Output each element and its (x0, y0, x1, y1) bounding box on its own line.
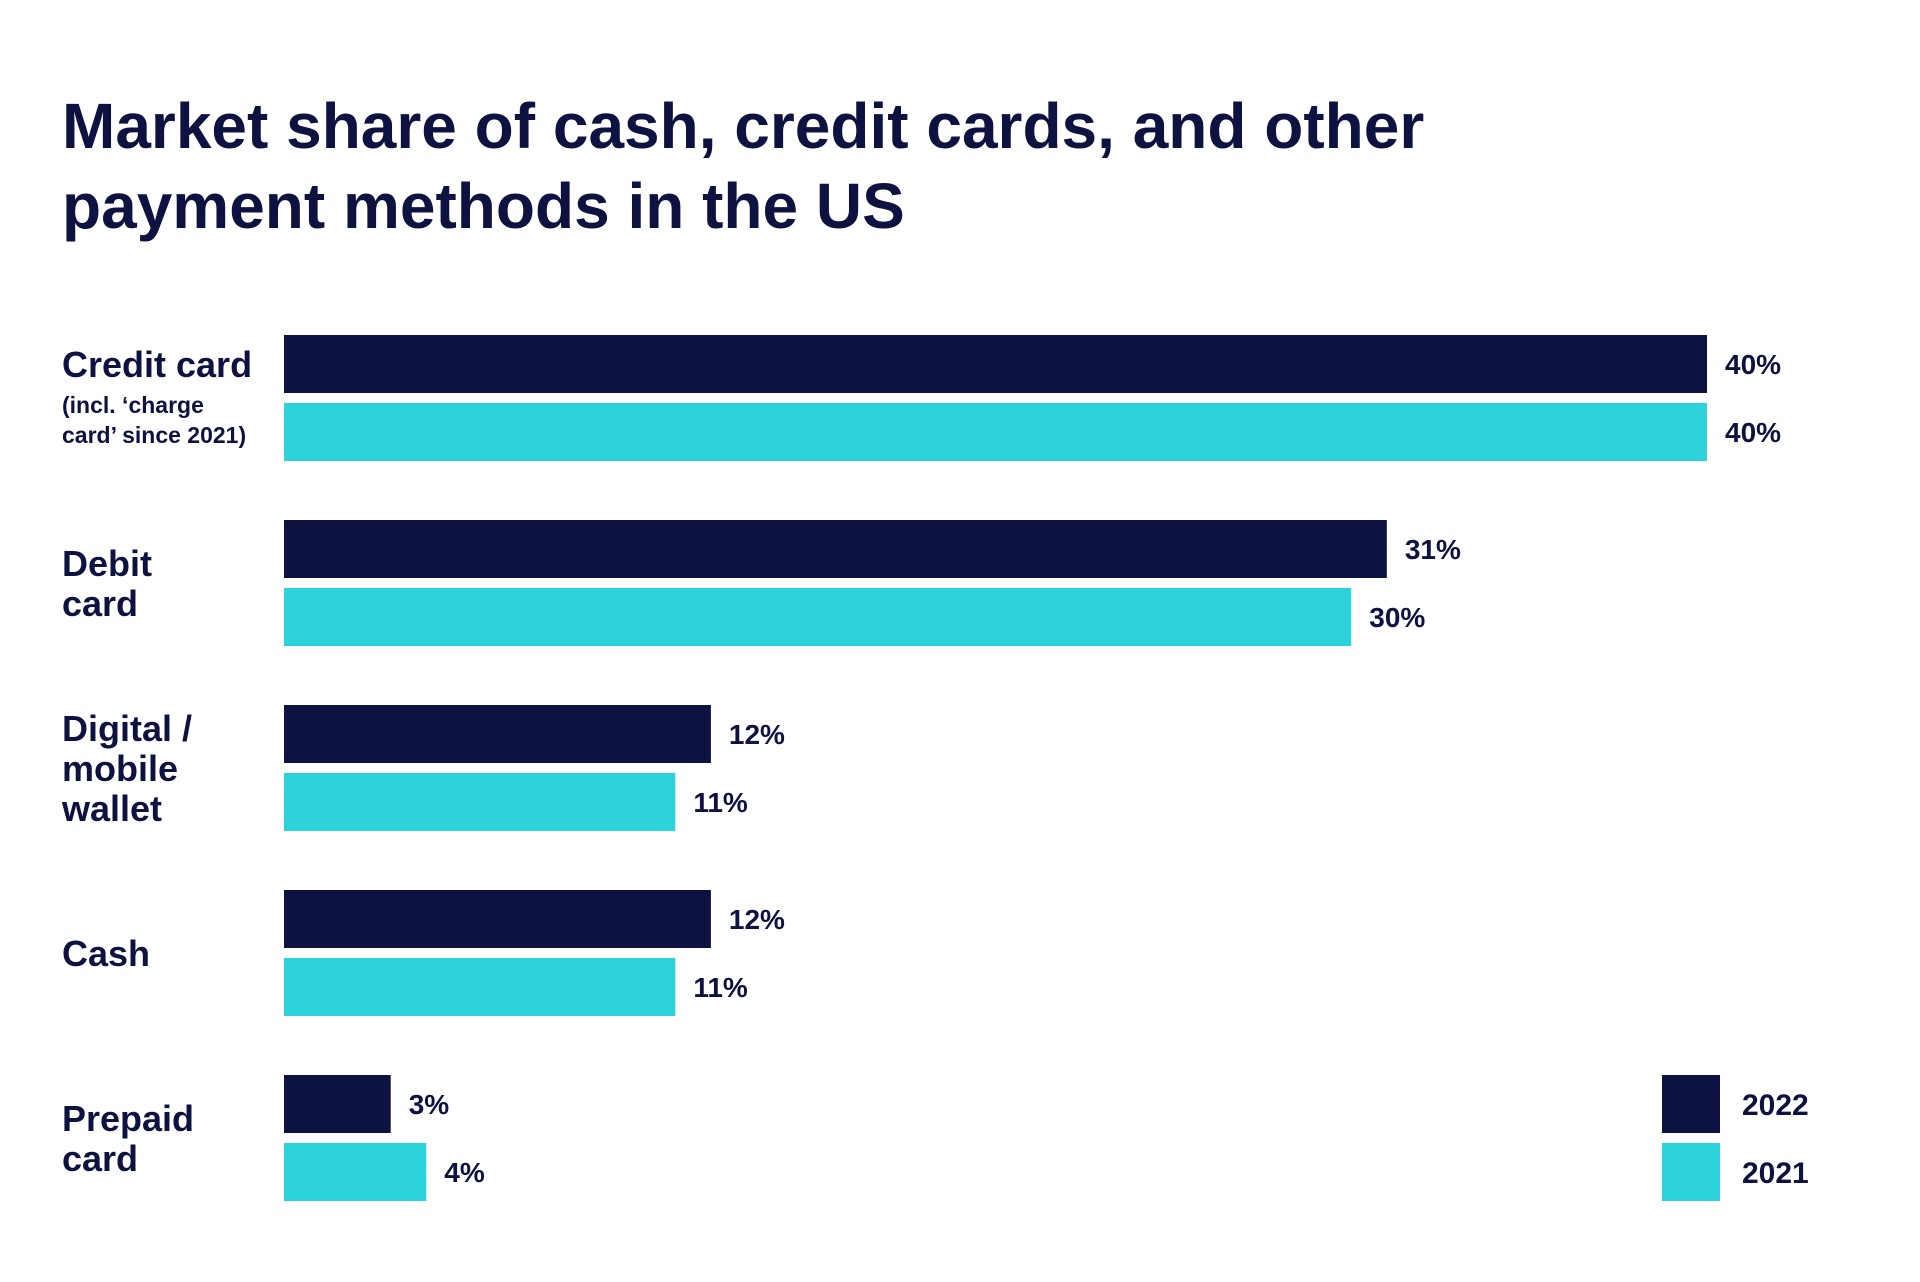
category-label: wallet (61, 788, 162, 829)
bars (284, 335, 1707, 1201)
bar-2021 (284, 1143, 427, 1201)
legend: 2022 2021 (1662, 1075, 1809, 1201)
chart-title-line: payment methods in the US (62, 170, 905, 242)
legend-label: 2022 (1742, 1089, 1809, 1122)
data-label: 11% (693, 787, 748, 818)
bar-2022 (284, 520, 1387, 578)
chart-title-line: Market share of cash, credit cards, and … (62, 90, 1424, 162)
data-label: 40% (1725, 417, 1781, 448)
data-label: 11% (693, 972, 748, 1003)
value-labels: 40% 40% 31% 30% 12% 11% 12% 11% 3% 4% (409, 349, 1781, 1188)
category-labels: Credit card (incl. ‘charge card’ since 202… (61, 344, 252, 1179)
category-note: (incl. ‘charge (62, 392, 204, 418)
category-note: card’ since 2021) (62, 422, 246, 448)
bar-2022 (284, 890, 711, 948)
bar-2021 (284, 958, 676, 1016)
bar-2022 (284, 705, 711, 763)
data-label: 31% (1405, 534, 1461, 565)
bar-2022 (284, 1075, 391, 1133)
category-label: Cash (62, 933, 150, 974)
category-label: Digital / (62, 708, 192, 749)
data-label: 12% (729, 719, 785, 750)
bar-2021 (284, 773, 676, 831)
category-label: Prepaid (62, 1098, 194, 1139)
legend-swatch-2022 (1662, 1075, 1720, 1133)
category-label: card (62, 1138, 138, 1179)
bar-2022 (284, 335, 1707, 393)
legend-swatch-2021 (1662, 1143, 1720, 1201)
data-label: 4% (444, 1157, 485, 1188)
data-label: 3% (409, 1089, 450, 1120)
legend-label: 2021 (1742, 1157, 1809, 1190)
category-label: Credit card (62, 344, 252, 385)
data-label: 40% (1725, 349, 1781, 380)
category-label: card (62, 583, 138, 624)
category-label: Debit (62, 543, 152, 584)
bar-2021 (284, 403, 1707, 461)
data-label: 30% (1369, 602, 1425, 633)
chart-title: Market share of cash, credit cards, and … (62, 90, 1424, 242)
data-label: 12% (729, 904, 785, 935)
category-label: mobile (62, 748, 178, 789)
bar-2021 (284, 588, 1352, 646)
